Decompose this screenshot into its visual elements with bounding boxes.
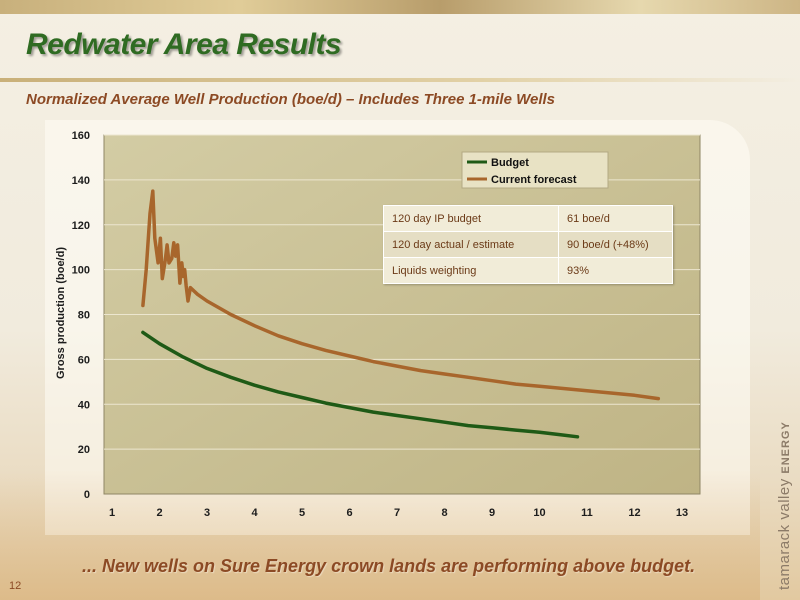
- brand-logo-text: tamarack valley ENERGY: [776, 421, 793, 590]
- page-number: 12: [9, 580, 22, 592]
- legend-label: Budget: [491, 157, 529, 169]
- y-tick-label: 20: [78, 444, 90, 456]
- x-tick-label: 7: [394, 507, 400, 519]
- y-tick-label: 0: [84, 489, 90, 501]
- y-tick-label: 160: [72, 130, 90, 142]
- legend-box: [461, 151, 609, 189]
- x-tick-label: 9: [489, 507, 495, 519]
- chart-subtitle: Normalized Average Well Production (boe/…: [26, 91, 556, 108]
- x-tick-label: 8: [441, 507, 447, 519]
- x-tick-label: 10: [533, 507, 545, 519]
- table-cell-label: 120 day actual / estimate: [383, 231, 559, 258]
- y-tick-label: 100: [72, 265, 90, 277]
- x-tick-label: 12: [628, 507, 640, 519]
- table-row: Liquids weighting 93%: [383, 257, 673, 284]
- top-decorative-band: [0, 0, 800, 14]
- x-tick-label: 1: [109, 507, 115, 519]
- table-cell-value: 90 boe/d (+48%): [558, 231, 673, 258]
- x-tick-label: 3: [204, 507, 210, 519]
- x-tick-label: 4: [251, 507, 258, 519]
- x-tick-label: 13: [676, 507, 688, 519]
- x-tick-label: 5: [299, 507, 305, 519]
- x-tick-label: 2: [156, 507, 162, 519]
- y-tick-label: 120: [72, 220, 90, 232]
- y-axis-ticks: 0 20 40 60 80 100 120 140 160: [72, 130, 90, 501]
- series-line-budget: [141, 330, 580, 439]
- performance-summary-table: 120 day IP budget 61 boe/d 120 day actua…: [383, 205, 673, 284]
- brand-suffix: ENERGY: [780, 421, 792, 474]
- table-cell-label: 120 day IP budget: [383, 205, 559, 232]
- y-tick-label: 140: [72, 175, 90, 187]
- brand-name: tamarack valley: [776, 478, 793, 590]
- series-line-current-forecast: [141, 189, 661, 401]
- title-divider: [0, 78, 800, 82]
- y-tick-label: 80: [78, 310, 90, 322]
- y-axis-label: Gross production (boe/d): [55, 247, 67, 379]
- legend-label: Current forecast: [491, 174, 577, 186]
- table-row: 120 day actual / estimate 90 boe/d (+48%…: [383, 231, 673, 258]
- x-tick-label: 6: [346, 507, 352, 519]
- slide-tagline: ... New wells on Sure Energy crown lands…: [82, 556, 696, 576]
- chart-legend: Budget Current forecast: [461, 151, 609, 189]
- table-cell-value: 93%: [558, 257, 673, 284]
- table-cell-value: 61 boe/d: [558, 205, 673, 232]
- y-tick-label: 60: [78, 354, 90, 366]
- table-cell-label: Liquids weighting: [383, 257, 559, 284]
- series-lines: [141, 189, 661, 439]
- x-axis-ticks: 1 2 3 4 5 6 7 8 9 10 11 12 13: [109, 507, 688, 519]
- slide-title: Redwater Area Results: [26, 28, 342, 61]
- table-row: 120 day IP budget 61 boe/d: [383, 205, 673, 232]
- x-tick-label: 11: [581, 507, 593, 519]
- y-tick-label: 40: [78, 399, 90, 411]
